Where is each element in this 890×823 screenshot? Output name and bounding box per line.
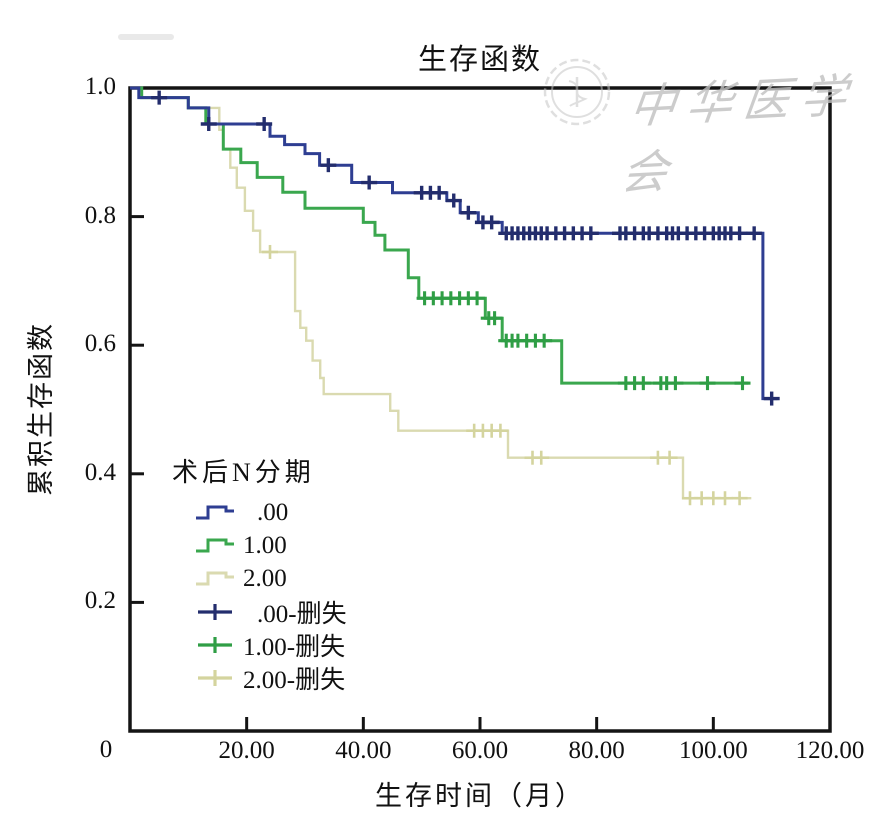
- legend-censor-plus-icon: [198, 669, 232, 686]
- legend-item-label: 2.00: [243, 564, 287, 592]
- x-tick-label: 60.00: [451, 737, 509, 764]
- legend-title: 术后N分期: [172, 458, 315, 487]
- legend-item-0: .00: [170, 496, 347, 529]
- legend-item-5: 2.00-删失: [170, 661, 347, 694]
- scan-artifact: [118, 34, 174, 40]
- legend-items: .00 1.00 2.00 .00-删失 1.00-删失 2.00-删失: [170, 496, 347, 694]
- x-tick-label: 120.00: [795, 737, 865, 764]
- x-tick-label: 40.00: [335, 737, 392, 764]
- legend-item-1: 1.00: [170, 529, 347, 562]
- y-tick-label: 0.6: [84, 330, 116, 358]
- legend-item-label: 2.00-删失: [243, 666, 346, 694]
- origin-tick-label: 0: [99, 736, 113, 763]
- legend-step-line-icon: [196, 571, 234, 585]
- y-axis-label: 累积生存函数: [26, 322, 56, 496]
- legend-item-4: 1.00-删失: [170, 628, 347, 661]
- series-0-curve: [130, 86, 778, 401]
- chart-title: 生存函数: [417, 44, 542, 76]
- x-axis-label: 生存时间（月）: [375, 781, 585, 811]
- legend-item-3: .00-删失: [170, 595, 347, 628]
- y-tick-label: 0.8: [84, 201, 116, 229]
- legend-censor-plus-icon: [198, 636, 232, 653]
- series-2-curve: [130, 86, 752, 500]
- legend-item-label: .00-删失: [257, 600, 347, 628]
- series-0-censor-marks: [151, 90, 780, 406]
- series-1-curve: [130, 86, 749, 385]
- legend-censor-plus-icon: [198, 603, 232, 620]
- x-tick-label: 100.00: [678, 737, 748, 764]
- legend-step-line-icon: [196, 505, 234, 519]
- series-2-censor-marks: [262, 244, 748, 506]
- legend-item-label: 1.00: [243, 531, 287, 559]
- x-tick-label: 20.00: [218, 737, 275, 764]
- legend: 术后N分期 .00 1.00 2.00 .00-删失 1.00-删失 2.00-删失: [170, 452, 347, 694]
- series-1-censor-marks: [416, 291, 751, 391]
- legend-item-label: 1.00-删失: [243, 633, 346, 661]
- legend-step-line-icon: [196, 538, 234, 552]
- y-tick-label: 0.4: [84, 458, 116, 486]
- legend-item-label: .00: [257, 498, 289, 526]
- legend-item-2: 2.00: [170, 562, 347, 595]
- y-tick-label: 1.0: [84, 73, 116, 100]
- y-tick-label: 0.2: [84, 587, 116, 615]
- x-tick-label: 80.00: [568, 737, 625, 764]
